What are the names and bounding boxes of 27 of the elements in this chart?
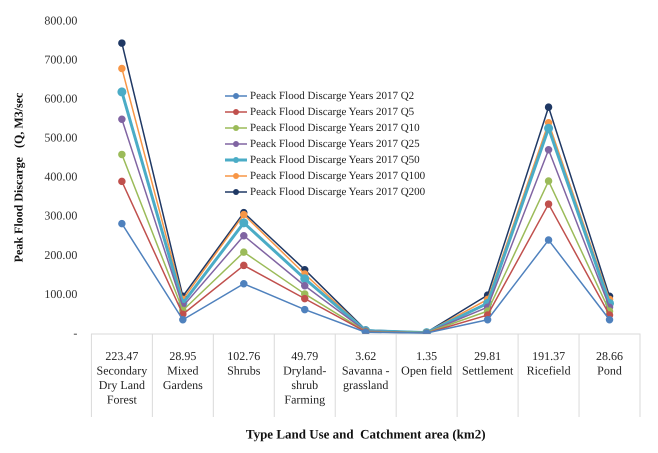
y-tick-label: 300.00: [44, 208, 78, 223]
x-tick-label: 49.79 Dryland-shrub Farming: [283, 349, 326, 406]
y-tick-label: 700.00: [44, 52, 78, 66]
legend-label: Peack Flood Discarge Years 2017 Q100: [250, 170, 426, 182]
legend-label: Peack Flood Discarge Years 2017 Q10: [250, 122, 420, 134]
y-tick-label: 800.00: [44, 13, 78, 28]
x-tick-label: 102.76 Shrubs: [227, 349, 261, 378]
x-axis-title: Type Land Use and Catchment area (km2): [246, 426, 486, 442]
y-tick-label: 200.00: [44, 248, 78, 262]
legend-label: Peack Flood Discarge Years 2017 Q50: [250, 154, 420, 166]
y-tick-label: 500.00: [44, 130, 78, 145]
x-tick-label: 28.95 Mixed Gardens: [162, 349, 204, 392]
x-tick-label: 191.37 Ricefield: [526, 349, 571, 378]
y-tick-label: 600.00: [44, 92, 78, 106]
legend-label: Peack Flood Discarge Years 2017 Q200: [250, 186, 426, 198]
x-tick-label: 28.66 Pond: [596, 349, 624, 378]
legend-label: Peack Flood Discarge Years 2017 Q2: [250, 90, 414, 102]
x-tick-label: 29.81 Settlement: [462, 349, 514, 378]
y-tick-label: -: [73, 326, 78, 340]
y-tick-label: 100.00: [44, 286, 78, 301]
y-axis-title: Peak Flood Discarge (Q, M3/sec: [11, 92, 26, 262]
legend-label: Peack Flood Discarge Years 2017 Q25: [250, 138, 420, 150]
x-tick-label: 3.62 Savanna - grassland: [342, 349, 390, 392]
legend-label: Peack Flood Discarge Years 2017 Q5: [250, 106, 414, 118]
x-tick-label: 1.35 Open field: [401, 349, 452, 378]
y-tick-label: 400.00: [44, 170, 78, 184]
x-tick-label: 223.47 Secondary Dry Land Forest: [96, 349, 148, 406]
